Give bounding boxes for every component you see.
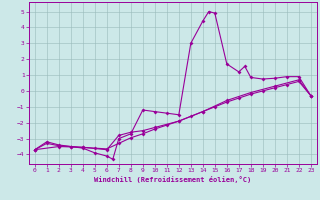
X-axis label: Windchill (Refroidissement éolien,°C): Windchill (Refroidissement éolien,°C) <box>94 176 252 183</box>
